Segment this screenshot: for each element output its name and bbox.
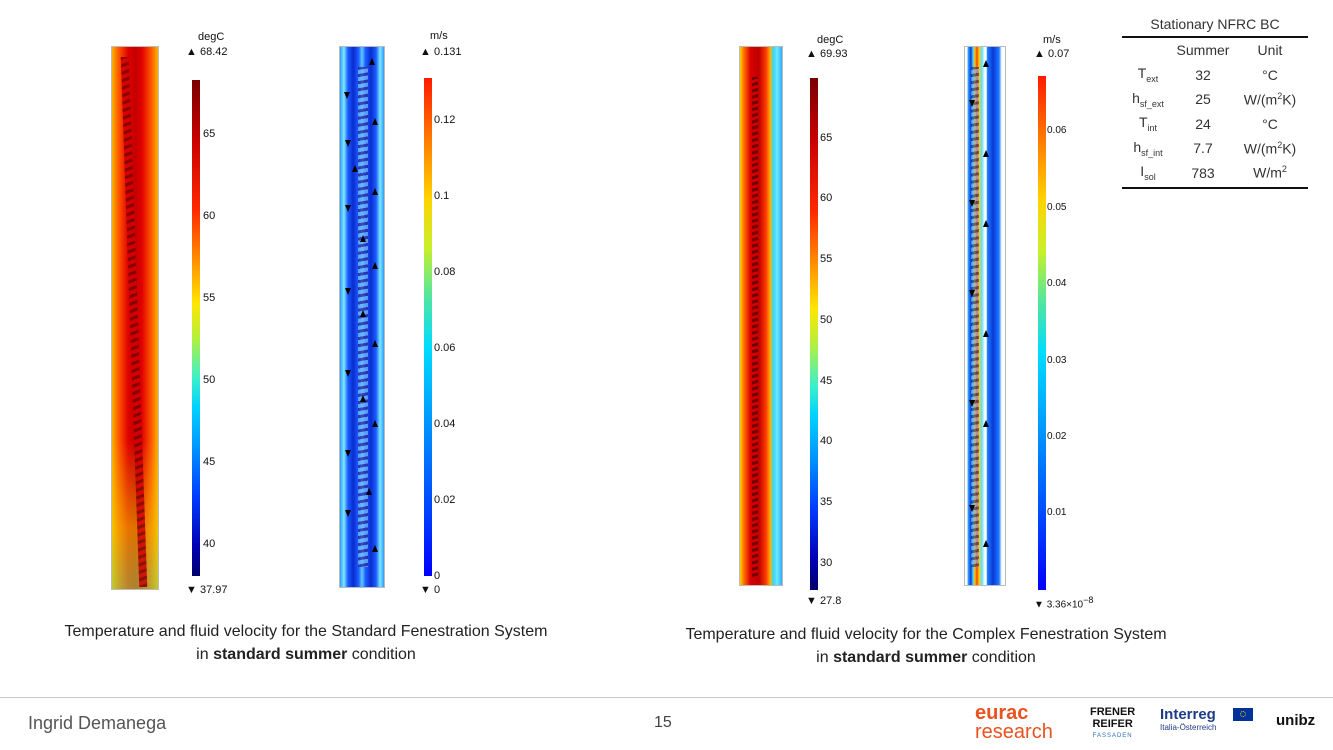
unibz-logo: unibz: [1276, 712, 1316, 729]
caption-standard: Temperature and fluid velocity for the S…: [64, 623, 548, 663]
temp-tick: 45: [203, 456, 216, 468]
vel-tick: 0: [434, 570, 441, 582]
param-symbol: Tint: [1138, 114, 1158, 134]
temp-tick: 50: [820, 314, 833, 326]
table-row: Tint 24 °C: [1122, 112, 1308, 137]
temp-max-cpx: ▲ 69.93: [806, 48, 848, 60]
eu-flag-icon: [1233, 708, 1253, 721]
vel-tick: 0.06: [434, 342, 456, 354]
vel-max-cpx: ▲ 0.07: [1034, 48, 1070, 60]
vel-tick: 0.1: [434, 190, 450, 202]
table-header-row: Summer Unit: [1122, 38, 1308, 63]
param-value: 24: [1195, 115, 1211, 132]
vel-tick: 0.04: [1047, 278, 1067, 289]
param-value: 32: [1195, 66, 1211, 83]
table-row: Isol 783 W/m2: [1122, 161, 1308, 186]
param-unit: W/(m2K): [1243, 90, 1297, 108]
param-unit: °C: [1262, 115, 1278, 132]
param-symbol: Isol: [1140, 163, 1156, 183]
temp-colorbar-std: [192, 80, 200, 576]
param-value: 7.7: [1193, 140, 1213, 157]
eurac-research-logo: eurac research: [975, 702, 1053, 743]
vel-tick: 0.02: [434, 494, 456, 506]
vel-tick: 0.03: [1047, 355, 1067, 366]
vel-min-cpx: ▼ 3.36×10−8: [1034, 595, 1094, 611]
param-value: 25: [1195, 91, 1211, 108]
velocity-plot-standard: [339, 46, 385, 588]
temperature-plot-standard: [111, 46, 159, 590]
footer-divider: [0, 697, 1333, 698]
table-row: hsf_int 7.7 W/(m2K): [1122, 136, 1308, 161]
temp-tick: 30: [820, 557, 833, 569]
caption-complex: Temperature and fluid velocity for the C…: [685, 626, 1167, 666]
temp-tick: 55: [820, 253, 833, 265]
temp-tick: 60: [203, 210, 216, 222]
param-value: 783: [1191, 164, 1215, 181]
table-header: Summer: [1176, 42, 1230, 59]
vel-colorbar-cpx: [1038, 76, 1046, 590]
vel-max-std: ▲ 0.131: [420, 46, 462, 58]
table-header: Unit: [1257, 42, 1283, 59]
page-number: 15: [654, 714, 672, 731]
vel-colorbar-std: [424, 78, 432, 576]
temperature-plot-complex: [739, 46, 783, 586]
vel-unit-cpx: m/s: [1043, 34, 1061, 46]
vel-tick: 0.06: [1047, 125, 1067, 136]
temp-tick: 45: [820, 375, 833, 387]
temp-tick: 40: [203, 538, 216, 550]
param-symbol: Text: [1137, 65, 1159, 85]
vel-tick: 0.12: [434, 114, 456, 126]
temp-unit-std: degC: [198, 31, 225, 43]
temp-unit-cpx: degC: [817, 34, 844, 46]
boundary-conditions-table: Stationary NFRC BC Summer Unit Text 32 °…: [1122, 12, 1308, 189]
table-title: Stationary NFRC BC: [1122, 12, 1308, 38]
vel-min-std: ▼ 0: [420, 584, 441, 596]
temp-min-std: ▼ 37.97: [186, 584, 228, 596]
temp-tick: 65: [203, 128, 216, 140]
param-unit: W/(m2K): [1243, 139, 1297, 157]
vel-tick: 0.01: [1047, 507, 1067, 518]
table-row: Text 32 °C: [1122, 63, 1308, 88]
vel-tick: 0.05: [1047, 202, 1067, 213]
param-symbol: hsf_int: [1133, 138, 1163, 158]
temp-colorbar-cpx: [810, 78, 818, 590]
table-row: hsf_ext 25 W/(m2K): [1122, 87, 1308, 112]
param-unit: °C: [1262, 66, 1278, 83]
author-name: Ingrid Demanega: [28, 713, 167, 733]
temp-tick: 40: [820, 435, 833, 447]
temp-tick: 60: [820, 192, 833, 204]
interreg-logo: Interreg Italia-Österreich: [1160, 706, 1217, 732]
param-unit: W/m2: [1253, 164, 1287, 182]
temp-tick: 50: [203, 374, 216, 386]
param-symbol: hsf_ext: [1132, 89, 1164, 109]
vel-tick: 0.04: [434, 418, 456, 430]
temp-tick: 35: [820, 496, 833, 508]
vel-tick: 0.08: [434, 266, 456, 278]
temp-min-cpx: ▼ 27.8: [806, 595, 842, 607]
velocity-plot-complex: [964, 46, 1006, 586]
vel-tick: 0.02: [1047, 431, 1067, 442]
temp-tick: 55: [203, 292, 216, 304]
temp-tick: 65: [820, 132, 833, 144]
vel-unit-std: m/s: [430, 30, 448, 42]
frener-reifer-logo: FRENER REIFER FASSADEN: [1090, 706, 1136, 739]
temp-max-std: ▲ 68.42: [186, 46, 228, 58]
